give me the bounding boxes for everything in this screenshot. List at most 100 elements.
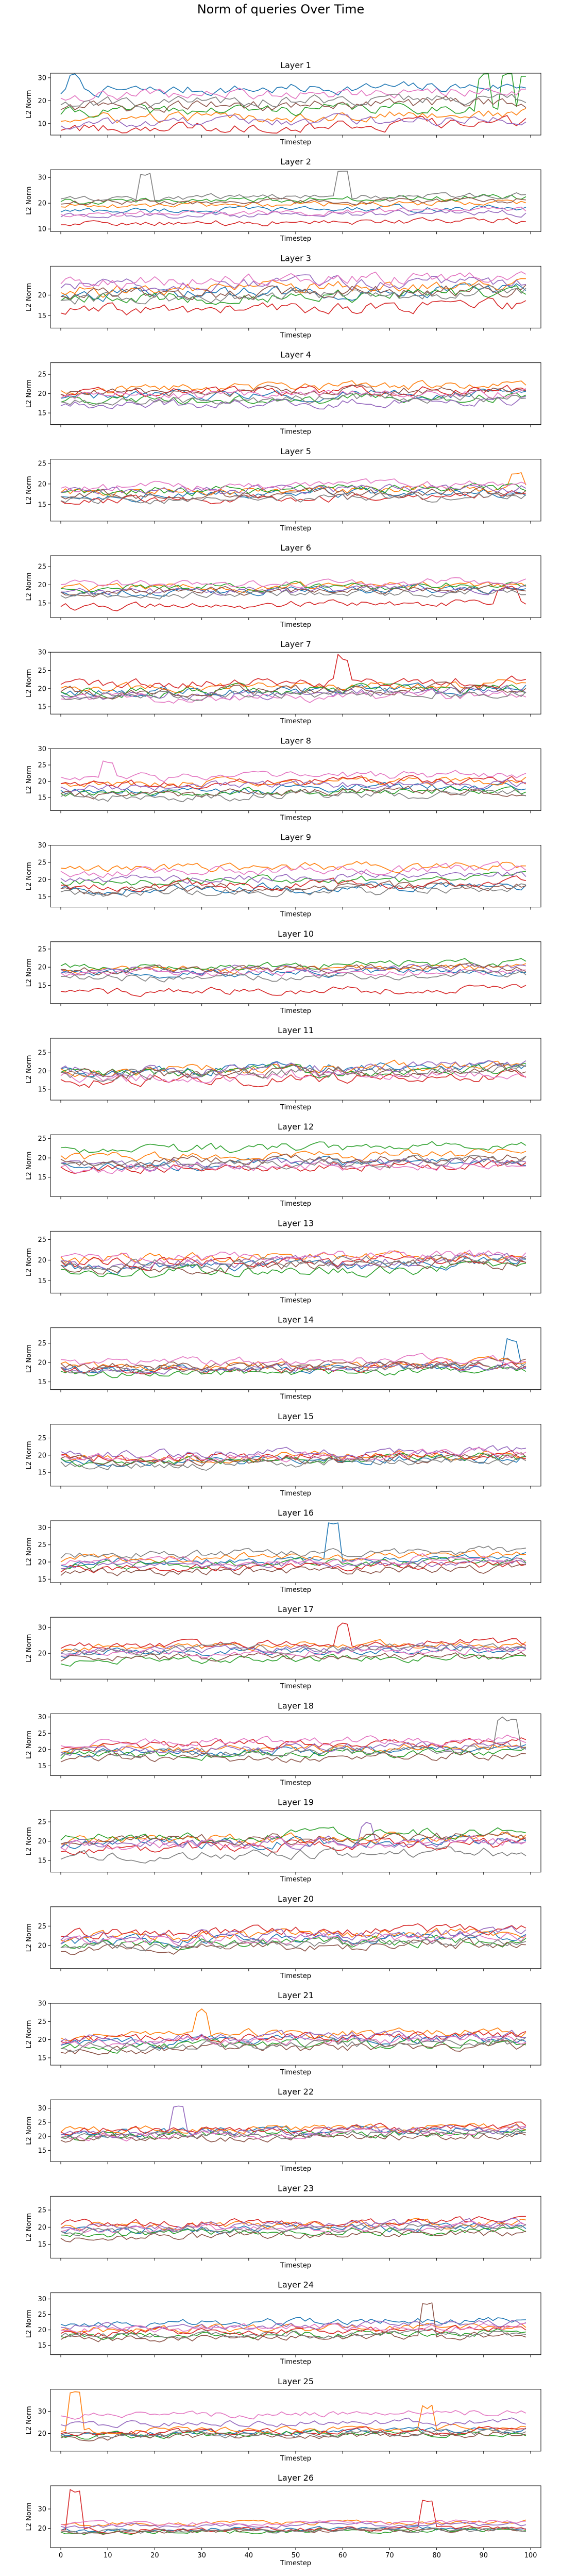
y-axis-label: L2 Norm: [25, 572, 33, 601]
y-tick-label: 30: [38, 842, 46, 850]
y-tick-label: 20: [38, 778, 46, 786]
y-tick-label: 15: [38, 2147, 46, 2155]
y-tick-label: 10: [38, 120, 46, 128]
series-line: [60, 2324, 526, 2337]
y-tick-label: 20: [38, 581, 46, 589]
series-line: [60, 585, 526, 596]
panel-title: Layer 6: [280, 543, 311, 553]
series-line: [60, 1622, 526, 1650]
series-line: [60, 1250, 526, 1264]
series-line: [60, 1060, 526, 1078]
series-line: [60, 2039, 526, 2055]
layer-panel: Layer 20 20 25 L2 Norm Timestep: [25, 1894, 541, 1980]
series-line: [60, 1751, 526, 1763]
x-tick-label: 60: [338, 2552, 347, 2560]
y-tick-label: 30: [38, 649, 46, 657]
y-tick-label: 20: [38, 200, 46, 208]
series-line: [60, 1741, 526, 1756]
y-tick-label: 25: [38, 1435, 46, 1442]
y-tick-label: 15: [38, 1857, 46, 1865]
x-axis-label: Timestep: [280, 2560, 311, 2567]
series-line: [60, 209, 526, 219]
series-line: [60, 274, 526, 293]
layer-panel: Layer 18 15 20 25 30 L2 Norm Timestep: [25, 1701, 541, 1787]
y-tick-label: 30: [38, 1624, 46, 1632]
series-line: [60, 204, 526, 214]
series-line: [60, 2320, 526, 2331]
series-line: [60, 861, 526, 874]
y-tick-label: 20: [38, 1746, 46, 1754]
y-tick-label: 30: [38, 745, 46, 753]
layer-panel: Layer 16 15 20 25 30 L2 Norm Timestep: [25, 1508, 541, 1594]
layer-panel: Layer 9 15 20 25 30 L2 Norm Timestep: [25, 833, 541, 919]
plot-frame: [50, 2485, 541, 2548]
series-line: [60, 113, 526, 130]
series-line: [60, 115, 526, 134]
series-line: [60, 586, 526, 611]
x-axis-label: Timestep: [280, 2069, 311, 2076]
series-line: [60, 788, 526, 803]
layer-panel: Layer 12 15 20 25 L2 Norm Timestep: [25, 1122, 541, 1208]
y-tick-label: 15: [38, 501, 46, 509]
x-axis-label: Timestep: [280, 1779, 311, 1787]
layer-panel: Layer 21 15 20 25 30 L2 Norm Timestep: [25, 1990, 541, 2076]
y-axis-label: L2 Norm: [25, 1248, 33, 1276]
y-tick-label: 25: [38, 761, 46, 769]
panel-title: Layer 10: [278, 929, 314, 939]
series-line: [60, 478, 526, 492]
series-line: [60, 1069, 526, 1088]
y-tick-label: 20: [38, 2036, 46, 2044]
series-line: [60, 1925, 526, 1943]
series-line: [60, 861, 526, 878]
y-axis-label: L2 Norm: [25, 1152, 33, 1180]
y-tick-label: 30: [38, 2408, 46, 2416]
y-axis-label: L2 Norm: [25, 187, 33, 215]
series-line: [60, 580, 526, 593]
y-tick-label: 15: [38, 982, 46, 990]
series-line: [60, 2410, 526, 2420]
series-line: [60, 88, 526, 102]
series-line: [60, 958, 526, 971]
series-line: [60, 688, 526, 704]
y-axis-label: L2 Norm: [25, 958, 33, 987]
series-line: [60, 1646, 526, 1658]
layer-panel: Layer 26 20 30 L2 Norm 0 10 20 30 40 50 60 70 80 90 10…: [25, 2473, 541, 2567]
panel-title: Layer 1: [280, 60, 311, 70]
x-axis-label: Timestep: [280, 235, 311, 243]
series-line: [60, 73, 526, 98]
y-tick-label: 30: [38, 2506, 46, 2514]
layer-panel: Layer 15 15 20 25 L2 Norm Timestep: [25, 1411, 541, 1498]
layer-panel: Layer 4 15 20 25 L2 Norm Timestep: [25, 350, 541, 436]
series-line: [60, 73, 526, 118]
series-line: [60, 1747, 526, 1761]
series-line: [60, 1447, 526, 1462]
layer-panel: Layer 7 15 20 25 30 L2 Norm Timestep: [25, 639, 541, 725]
y-tick-label: 25: [38, 2207, 46, 2215]
x-axis-label: Timestep: [280, 331, 311, 339]
y-tick-label: 25: [38, 2018, 46, 2026]
y-tick-label: 15: [38, 600, 46, 607]
series-line: [60, 587, 526, 600]
panel-title: Layer 4: [280, 350, 311, 360]
series-line: [60, 1141, 526, 1153]
y-tick-label: 20: [38, 97, 46, 105]
figure-title: Norm of queries Over Time: [197, 2, 365, 16]
layer-panel: Layer 1 10 20 30 L2 Norm Timestep: [25, 60, 541, 146]
panel-title: Layer 12: [278, 1122, 314, 1132]
layer-panel: Layer 10 15 20 25 L2 Norm Timestep: [25, 929, 541, 1015]
layer-panel: Layer 5 15 20 25 L2 Norm Timestep: [25, 446, 541, 533]
panel-title: Layer 7: [280, 639, 311, 649]
y-axis-label: L2 Norm: [25, 2309, 33, 2338]
panel-title: Layer 19: [278, 1798, 314, 1807]
series-line: [60, 967, 526, 979]
panel-title: Layer 25: [278, 2376, 314, 2386]
series-line: [60, 1558, 526, 1570]
panel-title: Layer 26: [278, 2473, 314, 2483]
series-line: [60, 2226, 526, 2238]
series-line: [60, 1831, 526, 1846]
layer-panel: Layer 2 10 20 30 L2 Norm Timestep: [25, 157, 541, 243]
y-tick-label: 30: [38, 2105, 46, 2113]
y-tick-label: 30: [38, 2000, 46, 2008]
y-tick-label: 20: [38, 2525, 46, 2533]
